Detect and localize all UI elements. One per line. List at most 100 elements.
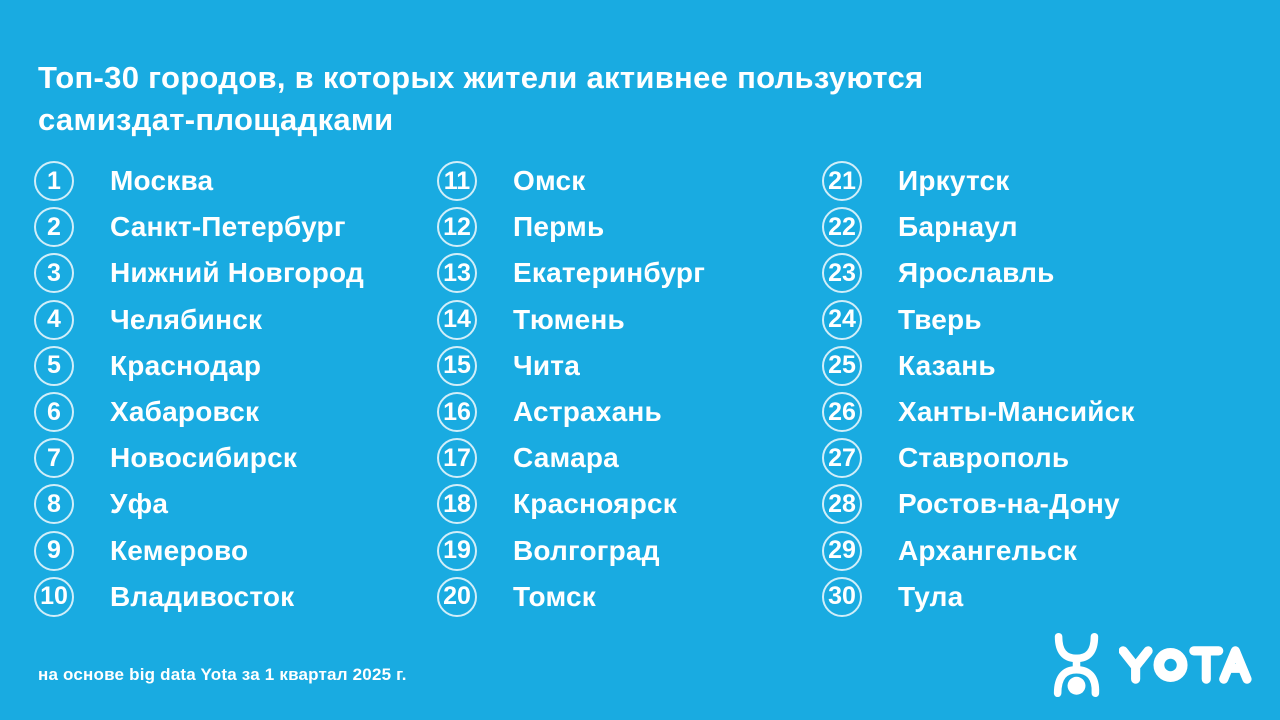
- list-item: 3 Нижний Новгород: [34, 250, 429, 296]
- rank-badge: 11: [437, 161, 477, 202]
- rank-badge: 5: [34, 345, 74, 386]
- list-item: 8 Уфа: [34, 481, 429, 527]
- rank-badge: 21: [822, 161, 862, 202]
- list-item: 17 Самара: [437, 435, 832, 481]
- city-name: Новосибирск: [110, 442, 298, 474]
- title-line-2: самиздат-площадками: [38, 101, 394, 137]
- list-item: 20 Томск: [437, 574, 832, 620]
- rank-badge: 18: [437, 484, 477, 525]
- list-item: 27 Ставрополь: [822, 435, 1217, 481]
- list-item: 4 Челябинск: [34, 297, 429, 343]
- rank-badge: 30: [822, 576, 862, 617]
- yota-wordmark: [1119, 646, 1252, 684]
- title-line-1: Топ-30 городов, в которых жители активне…: [38, 59, 924, 95]
- list-item: 26 Ханты-Мансийск: [822, 389, 1217, 435]
- city-name: Самара: [513, 442, 619, 474]
- ranking-column-2: 11 Омск 12 Пермь 13 Екатеринбург 14 Тюмень 15 Чит…: [437, 158, 832, 620]
- list-item: 16 Астрахань: [437, 389, 832, 435]
- list-item: 28 Ростов-на-Дону: [822, 481, 1217, 527]
- city-name: Пермь: [513, 211, 605, 243]
- rank-badge: 6: [34, 392, 74, 433]
- rank-badge: 19: [437, 530, 477, 571]
- ranking-column-3: 21 Иркутск 22 Барнаул 23 Ярославль 24 Тверь 25 Ка…: [822, 158, 1217, 620]
- rank-badge: 25: [822, 345, 862, 386]
- city-name: Казань: [898, 349, 996, 381]
- city-name: Хабаровск: [110, 396, 260, 428]
- city-name: Екатеринбург: [513, 257, 706, 289]
- city-name: Иркутск: [898, 165, 1010, 197]
- rank-badge: 28: [822, 484, 862, 525]
- page-title: Топ-30 городов, в которых жители активне…: [38, 57, 923, 141]
- city-name: Краснодар: [110, 349, 262, 381]
- list-item: 2 Санкт-Петербург: [34, 204, 429, 250]
- source-note: на основе big data Yota за 1 квартал 202…: [38, 665, 407, 684]
- list-item: 10 Владивосток: [34, 574, 429, 620]
- list-item: 24 Тверь: [822, 297, 1217, 343]
- rank-badge: 7: [34, 438, 74, 479]
- city-name: Владивосток: [110, 580, 295, 612]
- city-name: Астрахань: [513, 396, 662, 428]
- city-name: Ставрополь: [898, 442, 1070, 474]
- list-item: 18 Красноярск: [437, 481, 832, 527]
- city-name: Красноярск: [513, 488, 678, 520]
- city-name: Челябинск: [110, 303, 263, 335]
- rank-badge: 4: [34, 299, 74, 340]
- ranking-column-1: 1 Москва 2 Санкт-Петербург 3 Нижний Новгород 4…: [34, 158, 429, 620]
- rank-badge: 3: [34, 253, 74, 294]
- rank-badge: 1: [34, 161, 74, 202]
- list-item: 9 Кемерово: [34, 528, 429, 574]
- city-name: Архангельск: [898, 534, 1078, 566]
- list-item: 21 Иркутск: [822, 158, 1217, 204]
- city-name: Тула: [898, 580, 964, 612]
- rank-badge: 13: [437, 253, 477, 294]
- city-name: Волгоград: [513, 534, 660, 566]
- rank-badge: 2: [34, 207, 74, 248]
- rank-badge: 22: [822, 207, 862, 248]
- list-item: 12 Пермь: [437, 204, 832, 250]
- yota-logo-icon: [1053, 632, 1100, 698]
- list-item: 15 Чита: [437, 343, 832, 389]
- rank-badge: 12: [437, 207, 477, 248]
- city-name: Кемерово: [110, 534, 249, 566]
- rank-badge: 14: [437, 299, 477, 340]
- rank-badge: 15: [437, 345, 477, 386]
- rank-badge: 9: [34, 530, 74, 571]
- city-name: Нижний Новгород: [110, 257, 364, 289]
- city-name: Чита: [513, 349, 580, 381]
- list-item: 11 Омск: [437, 158, 832, 204]
- rank-badge: 17: [437, 438, 477, 479]
- rank-badge: 29: [822, 530, 862, 571]
- city-name: Ярославль: [898, 257, 1055, 289]
- list-item: 1 Москва: [34, 158, 429, 204]
- city-name: Ханты-Мансийск: [898, 396, 1135, 428]
- rank-badge: 27: [822, 438, 862, 479]
- rank-badge: 26: [822, 392, 862, 433]
- list-item: 25 Казань: [822, 343, 1217, 389]
- city-name: Санкт-Петербург: [110, 211, 346, 243]
- rank-badge: 23: [822, 253, 862, 294]
- city-name: Ростов-на-Дону: [898, 488, 1120, 520]
- city-name: Томск: [513, 580, 597, 612]
- rank-badge: 10: [34, 576, 74, 617]
- list-item: 13 Екатеринбург: [437, 250, 832, 296]
- list-item: 19 Волгоград: [437, 528, 832, 574]
- rank-badge: 16: [437, 392, 477, 433]
- city-name: Москва: [110, 165, 214, 197]
- list-item: 22 Барнаул: [822, 204, 1217, 250]
- rank-badge: 8: [34, 484, 74, 525]
- list-item: 23 Ярославль: [822, 250, 1217, 296]
- city-name: Барнаул: [898, 211, 1018, 243]
- list-item: 14 Тюмень: [437, 297, 832, 343]
- rank-badge: 24: [822, 299, 862, 340]
- list-item: 29 Архангельск: [822, 528, 1217, 574]
- rank-badge: 20: [437, 576, 477, 617]
- city-name: Тверь: [898, 303, 982, 335]
- list-item: 6 Хабаровск: [34, 389, 429, 435]
- city-name: Тюмень: [513, 303, 625, 335]
- city-name: Уфа: [110, 488, 169, 520]
- list-item: 7 Новосибирск: [34, 435, 429, 481]
- list-item: 5 Краснодар: [34, 343, 429, 389]
- city-name: Омск: [513, 165, 586, 197]
- list-item: 30 Тула: [822, 574, 1217, 620]
